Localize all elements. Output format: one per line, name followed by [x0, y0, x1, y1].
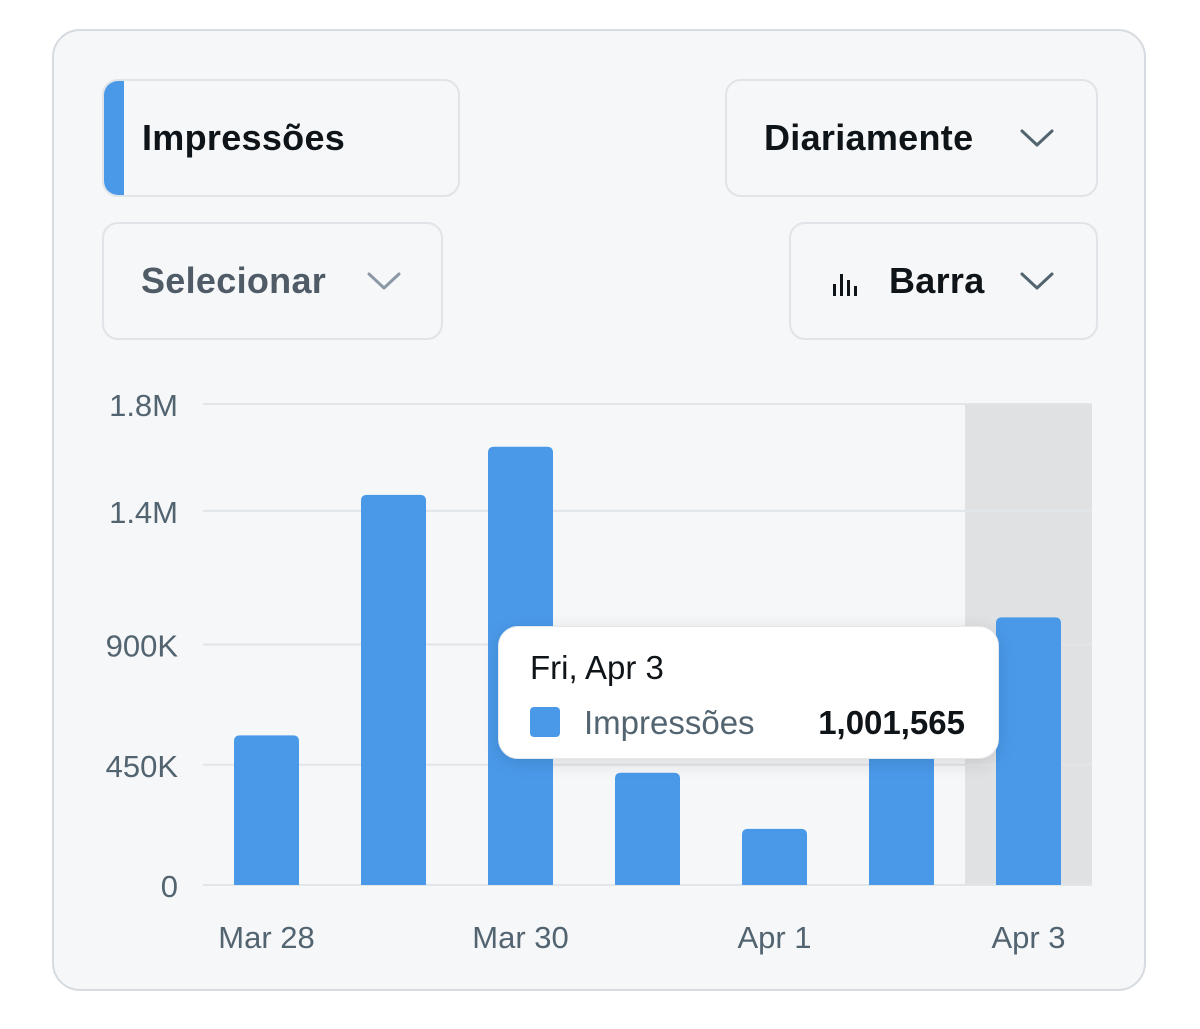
- tooltip-series-swatch: [530, 707, 560, 737]
- y-tick-label: 450K: [106, 749, 179, 784]
- bar: [742, 828, 807, 885]
- metric-color-indicator: [104, 81, 124, 195]
- chart-tooltip: Fri, Apr 3 Impressões 1,001,565: [498, 626, 999, 759]
- bar-chart-icon: [833, 274, 857, 296]
- x-tick-label: Apr 1: [737, 920, 811, 955]
- compare-dropdown-label: Selecionar: [141, 260, 327, 301]
- compare-metric-dropdown[interactable]: Selecionar: [102, 222, 443, 340]
- metric-dropdown-label: Impressões: [142, 117, 346, 158]
- chevron-down-icon: [367, 272, 401, 290]
- tooltip-value: 1,001,565: [818, 704, 965, 741]
- period-dropdown[interactable]: Diariamente: [725, 79, 1098, 197]
- tooltip-series-name: Impressões: [584, 704, 755, 741]
- bar: [615, 772, 680, 885]
- y-tick-label: 1.8M: [109, 388, 178, 423]
- chevron-down-icon: [1020, 272, 1054, 290]
- tooltip-date: Fri, Apr 3: [530, 649, 664, 686]
- y-tick-label: 900K: [106, 629, 179, 664]
- x-tick-label: Mar 30: [472, 920, 568, 955]
- chart-type-dropdown[interactable]: Barra: [789, 222, 1098, 340]
- chart-type-dropdown-label: Barra: [889, 260, 985, 301]
- bar: [234, 735, 299, 885]
- chevron-down-icon: [1020, 129, 1054, 147]
- x-tick-label: Apr 3: [991, 920, 1065, 955]
- metric-dropdown[interactable]: Impressões: [102, 79, 460, 197]
- period-dropdown-label: Diariamente: [764, 117, 974, 158]
- x-tick-label: Mar 28: [218, 920, 314, 955]
- y-tick-label: 0: [161, 869, 178, 904]
- y-tick-label: 1.4M: [109, 495, 178, 530]
- bar: [996, 617, 1061, 885]
- bar: [361, 494, 426, 885]
